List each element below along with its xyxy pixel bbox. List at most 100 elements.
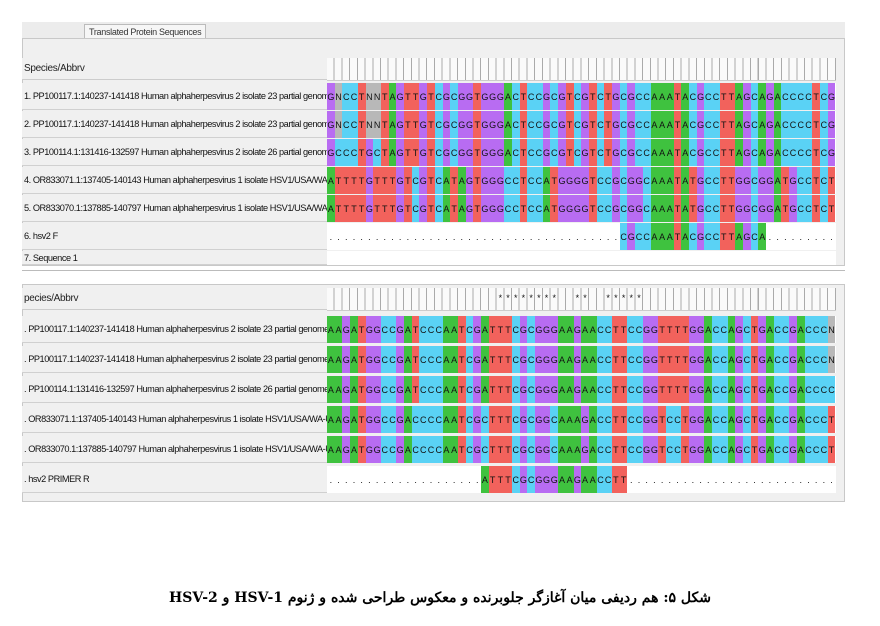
base: C [689,83,697,110]
base: A [404,316,412,343]
base: T [342,167,351,194]
base: . [599,231,602,242]
base: A [735,83,743,110]
base: G [581,83,589,110]
base: G [396,346,405,373]
base: T [827,406,836,433]
consensus-mark [828,292,836,304]
base: A [327,195,335,222]
base: T [612,436,620,463]
base: C [804,376,813,403]
base: T [827,436,836,463]
base: . [699,474,702,485]
base: G [573,195,582,222]
base: . [814,474,818,485]
sequence-label[interactable]: . PP100114.1:131416-132597 Human alphahe… [22,376,327,403]
base: N [365,83,374,110]
sequence-label[interactable]: 2. PP100117.1:140237-141418 Human alphah… [22,111,327,138]
base: G [758,406,767,433]
sequence-label[interactable]: 7. Sequence 1 [22,251,327,265]
base: G [742,167,751,194]
sequence-empty [327,251,836,265]
base: G [827,83,836,110]
consensus-mark [396,292,404,304]
base: A [766,436,774,463]
base: G [481,167,489,194]
base: C [742,316,751,343]
base: . [491,231,494,242]
base: T [665,376,674,403]
base: C [635,223,643,250]
base: T [488,406,497,433]
consensus-mark [389,292,397,304]
base: C [427,436,435,463]
base: G [365,376,374,403]
sequence-label[interactable]: 4. OR833071.1:137405-140143 Human alphah… [22,167,327,194]
base: G [373,376,381,403]
base: C [673,406,682,433]
base: C [527,406,535,433]
base: T [504,466,512,493]
base: T [681,316,690,343]
base: G [573,376,582,403]
base: G [735,376,743,403]
base: A [327,167,335,194]
base: A [650,111,659,138]
base: C [712,376,720,403]
base: C [773,346,782,373]
tab[interactable]: Translated Protein Sequences [84,24,207,39]
base: C [627,436,636,463]
base: G [419,83,428,110]
base: A [450,406,458,433]
sequence-label[interactable]: 6. hsv2 F [22,223,327,250]
base: G [365,316,374,343]
base: C [665,436,674,463]
base: C [419,436,428,463]
base: . [360,474,363,485]
base: . [583,231,587,242]
sequence-label[interactable]: . OR833071.1:137405-140143 Human alphahe… [22,406,327,433]
base: G [766,195,774,222]
base: C [820,139,828,166]
base: G [519,346,528,373]
base: G [534,406,543,433]
base: T [673,83,682,110]
base: C [750,139,759,166]
base: . [568,231,571,242]
base: G [365,436,374,463]
base: T [411,139,420,166]
sequence-label[interactable]: 3. PP100114.1:131416-132597 Human alphah… [22,139,327,166]
base: C [627,376,636,403]
base: G [642,316,651,343]
sequence-label[interactable]: 5. OR833070.1:137885-140797 Human alphah… [22,195,327,222]
base: A [773,83,782,110]
base: A [665,223,674,250]
base: T [504,376,512,403]
sequence-label[interactable]: 1. PP100117.1:140237-141418 Human alphah… [22,83,327,110]
sequence-label[interactable]: . PP100117.1:140237-141418 Human alphahe… [22,316,327,343]
base: C [511,466,520,493]
base: . [830,231,833,242]
base: A [588,406,597,433]
base: A [327,346,335,373]
base: . [368,231,371,242]
base: T [357,83,366,110]
sequence-label[interactable]: . PP100117.1:140237-141418 Human alphahe… [22,346,327,373]
base: A [650,83,659,110]
base: . [799,231,802,242]
sequence-label[interactable]: . OR833070.1:137885-140797 Human alphahe… [22,436,327,463]
base: C [812,316,820,343]
consensus-mark [728,292,736,304]
base: T [681,436,690,463]
base: A [665,195,674,222]
base: G [519,466,528,493]
base: C [380,436,389,463]
base: A [334,316,343,343]
base: T [827,167,836,194]
base: C [511,406,520,433]
base: G [735,195,743,222]
base: C [689,139,697,166]
sequence-label[interactable]: . hsv2 PRIMER R [22,466,327,493]
base: G [342,316,351,343]
